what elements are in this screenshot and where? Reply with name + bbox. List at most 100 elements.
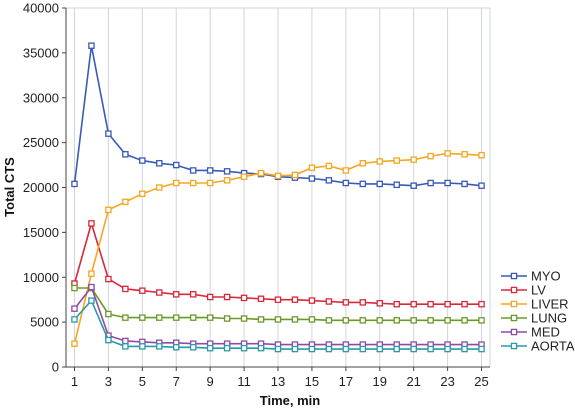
x-tick-label-15: 15 [305,374,319,389]
point-lung-1 [71,284,78,292]
point-myo-21 [410,182,417,189]
point-aorta-13 [274,345,282,353]
point-myo-16 [325,177,333,184]
x-tick-label-11: 11 [237,374,251,389]
point-lung-18 [359,317,367,324]
legend-item-liver: LIVER [501,297,569,312]
point-lv-7 [172,291,180,298]
point-aorta-20 [393,345,400,353]
point-myo-10 [223,168,231,175]
point-med-2 [88,283,95,291]
point-myo-20 [393,181,400,189]
legend-swatch-marker-myo [510,272,518,280]
legend-label-myo: MYO [531,269,561,284]
series-lung [71,284,485,324]
axis-layer: 0 5000 10000 15000 20000 25000 30000 35000 40000… [23,1,490,389]
point-lung-10 [223,315,231,322]
point-lv-10 [223,293,231,301]
point-liver-10 [223,177,231,184]
point-myo-19 [376,180,384,188]
x-tick-label-21: 21 [406,374,420,389]
point-aorta-25 [478,345,485,353]
point-myo-6 [156,160,163,167]
point-myo-4 [122,151,129,158]
point-lung-8 [189,314,197,321]
point-lung-25 [478,317,485,324]
point-myo-2 [88,42,95,49]
x-tick-label-1: 1 [71,374,78,389]
point-lung-7 [172,314,180,321]
point-aorta-6 [156,343,163,350]
point-lv-22 [427,300,434,308]
point-lung-23 [444,317,451,324]
point-lung-22 [427,317,434,324]
legend-label-liver: LIVER [531,297,569,312]
point-liver-13 [274,172,282,180]
point-lung-17 [342,317,350,324]
point-liver-12 [257,169,265,177]
point-liver-21 [410,156,417,163]
point-lv-15 [308,297,316,304]
point-aorta-24 [461,345,468,353]
point-aorta-15 [308,345,316,353]
point-myo-25 [478,182,485,189]
legend-swatch-marker-lv [510,286,518,294]
point-lung-9 [206,314,214,321]
y-tick-label-5000: 5000 [30,315,59,330]
point-aorta-16 [325,345,333,353]
point-liver-5 [139,190,146,198]
y-tick-label-30000: 30000 [23,90,59,105]
point-lung-3 [105,310,112,318]
series-aorta [71,297,485,353]
point-liver-23 [444,150,451,157]
point-aorta-3 [105,336,112,344]
point-aorta-12 [257,344,265,352]
point-lv-5 [139,287,146,294]
point-aorta-1 [71,316,78,323]
x-tick-label-9: 9 [207,374,214,389]
legend-item-lung: LUNG [501,311,567,326]
point-aorta-9 [206,344,214,352]
legend-label-med: MED [531,325,560,340]
point-lv-4 [122,285,129,293]
point-aorta-21 [410,345,417,353]
point-aorta-19 [376,345,384,353]
x-axis-title: Time, min [260,393,321,408]
point-lv-11 [240,294,248,302]
point-lv-3 [105,275,112,283]
point-aorta-2 [88,297,95,304]
x-tick-label-23: 23 [440,374,454,389]
point-liver-15 [308,164,316,172]
point-lung-4 [122,314,129,321]
point-aorta-22 [427,345,434,353]
legend-item-lv: LV [501,283,546,298]
grid-layer [66,7,491,367]
legend-swatch-marker-liver [510,300,518,308]
point-liver-19 [376,158,384,165]
legend-item-med: MED [501,325,560,340]
point-med-1 [71,305,78,312]
point-liver-2 [88,270,95,277]
point-liver-4 [122,198,129,206]
point-liver-18 [359,160,367,167]
x-tick-label-7: 7 [173,374,180,389]
point-lv-6 [156,289,163,296]
point-liver-9 [206,179,214,187]
point-myo-22 [427,179,434,187]
legend-swatch-marker-med [510,328,518,336]
legend-label-lv: LV [531,283,546,298]
point-med-4 [122,337,129,345]
series-layer [71,42,485,353]
y-tick-label-25000: 25000 [23,135,59,150]
point-myo-7 [172,161,180,169]
point-myo-1 [71,180,78,188]
point-lv-19 [376,300,384,307]
point-lv-23 [444,300,451,308]
point-lung-5 [139,314,146,321]
point-liver-20 [393,157,400,164]
point-lv-2 [88,220,95,227]
point-aorta-10 [223,344,231,352]
y-tick-label-35000: 35000 [23,45,59,60]
point-lung-11 [240,315,248,322]
point-lv-25 [478,300,485,308]
